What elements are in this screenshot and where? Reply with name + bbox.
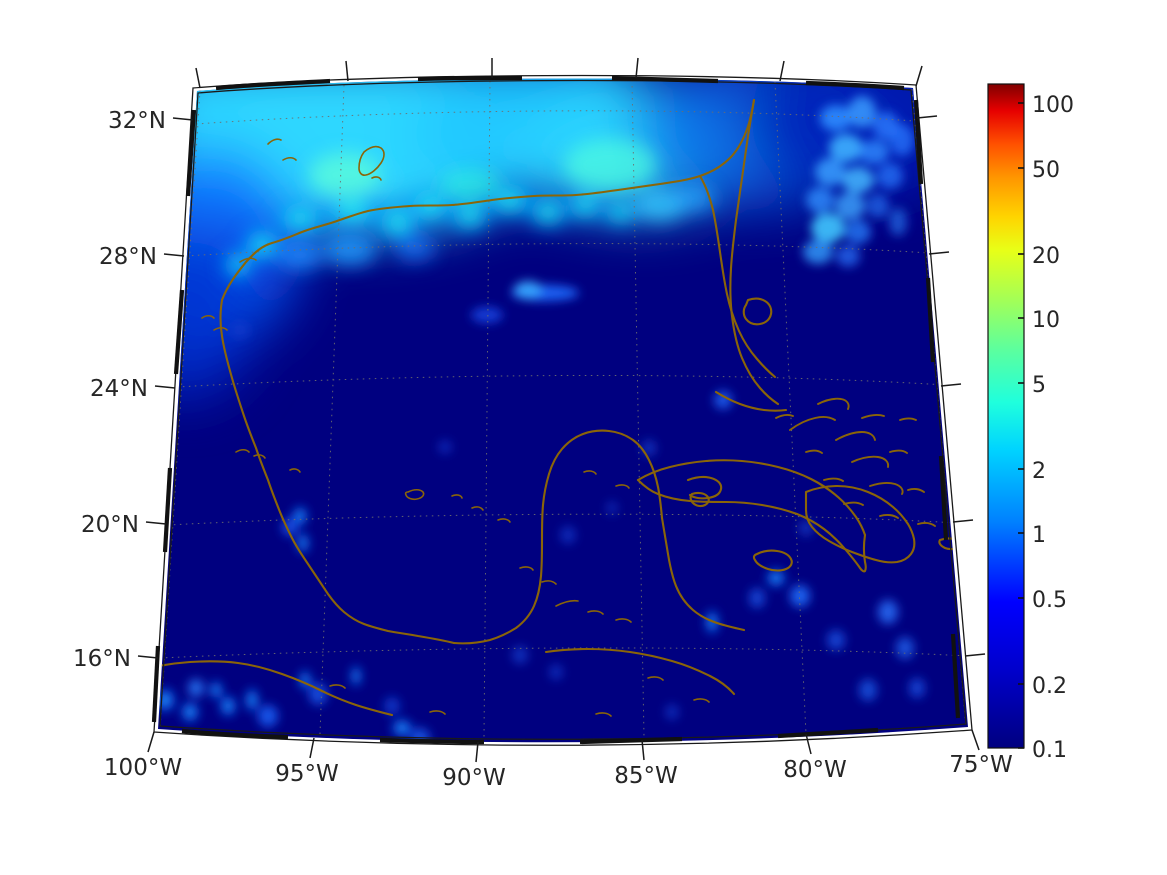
xtick-label: 85°W xyxy=(614,763,678,789)
colorbar-labels: 0.1 0.2 0.5 1 2 5 10 20 50 100 xyxy=(1032,93,1074,763)
y-axis-labels: 32°N 28°N 24°N 20°N 16°N xyxy=(73,108,166,672)
ytick-label: 24°N xyxy=(90,376,148,402)
colorbar-tick-label: 10 xyxy=(1032,308,1060,333)
meridian-90W xyxy=(483,80,491,738)
colorbar-tick-label: 20 xyxy=(1032,244,1060,269)
atlantic-southeast-patch xyxy=(803,96,914,267)
coast-cuba-south xyxy=(636,478,867,573)
ytick-label: 16°N xyxy=(73,646,131,672)
coast-hispaniola xyxy=(804,484,916,564)
colorbar-tick-label: 50 xyxy=(1032,158,1060,183)
ytick-label: 28°N xyxy=(99,244,157,270)
coast-florida-lake xyxy=(742,297,773,326)
map-axes: 32°N 28°N 24°N 20°N 16°N 100°W 95°W 90°W… xyxy=(73,57,1013,791)
coast-jamaica xyxy=(752,549,793,572)
colorbar-gradient xyxy=(987,83,1025,749)
frame-inner xyxy=(159,79,967,740)
coast-isle-youth xyxy=(689,491,710,508)
map-data-layer xyxy=(158,78,968,743)
colorbar-tick-label: 1 xyxy=(1032,523,1046,548)
colorbar: 0.1 0.2 0.5 1 2 5 10 20 50 100 xyxy=(987,83,1074,763)
coast-us-gulf xyxy=(220,98,756,302)
coast-mexico-south xyxy=(158,660,394,717)
colorbar-ticks xyxy=(1018,102,1024,749)
colorbar-tick-label: 0.2 xyxy=(1032,674,1067,699)
xtick-label: 90°W xyxy=(442,765,506,791)
coast-cuba-bay xyxy=(686,475,723,500)
coast-yucatan xyxy=(452,429,664,645)
coast-florida xyxy=(729,98,780,406)
coast-central-america xyxy=(660,516,746,632)
campeche-cells xyxy=(282,503,311,557)
coast-bahamas xyxy=(775,397,936,527)
colorbar-tick-label: 2 xyxy=(1032,459,1046,484)
coast-honduras-north xyxy=(544,647,736,696)
xtick-label: 80°W xyxy=(783,757,847,783)
axis-tick-marks xyxy=(137,57,986,763)
colorbar-tick-label: 100 xyxy=(1032,93,1074,118)
coast-islets xyxy=(201,138,710,717)
colorbar-tick-label: 0.1 xyxy=(1032,738,1067,763)
frame-ticks-bottom xyxy=(181,727,879,745)
colorbar-tick-label: 5 xyxy=(1032,373,1046,398)
x-axis-labels: 100°W 95°W 90°W 85°W 80°W 75°W xyxy=(104,752,1013,791)
xtick-label: 100°W xyxy=(104,755,182,781)
minor-cells xyxy=(230,321,679,720)
colorbar-tick-label: 0.5 xyxy=(1032,588,1067,613)
coast-cuba xyxy=(636,459,867,537)
meridian-95W xyxy=(319,84,345,735)
coast-florida-keys xyxy=(714,390,788,412)
coast-florida-west xyxy=(698,174,777,379)
central-gulf-streaks xyxy=(471,281,579,323)
parallel-16N xyxy=(159,647,968,659)
ytick-label: 32°N xyxy=(108,108,166,134)
parallel-24N xyxy=(176,374,947,388)
ytick-label: 20°N xyxy=(81,512,139,538)
frame-ticks-top xyxy=(215,75,905,91)
coastlines xyxy=(158,98,962,717)
meridian-80W xyxy=(774,81,807,735)
gulf-coast-maxima xyxy=(220,139,715,283)
xtick-label: 95°W xyxy=(275,761,339,787)
frame-ticks-right xyxy=(913,99,961,719)
caribbean-cells xyxy=(642,391,925,701)
parallel-20N xyxy=(167,513,959,526)
xtick-label: 75°W xyxy=(949,752,1013,778)
coast-mexico-east xyxy=(219,298,456,645)
